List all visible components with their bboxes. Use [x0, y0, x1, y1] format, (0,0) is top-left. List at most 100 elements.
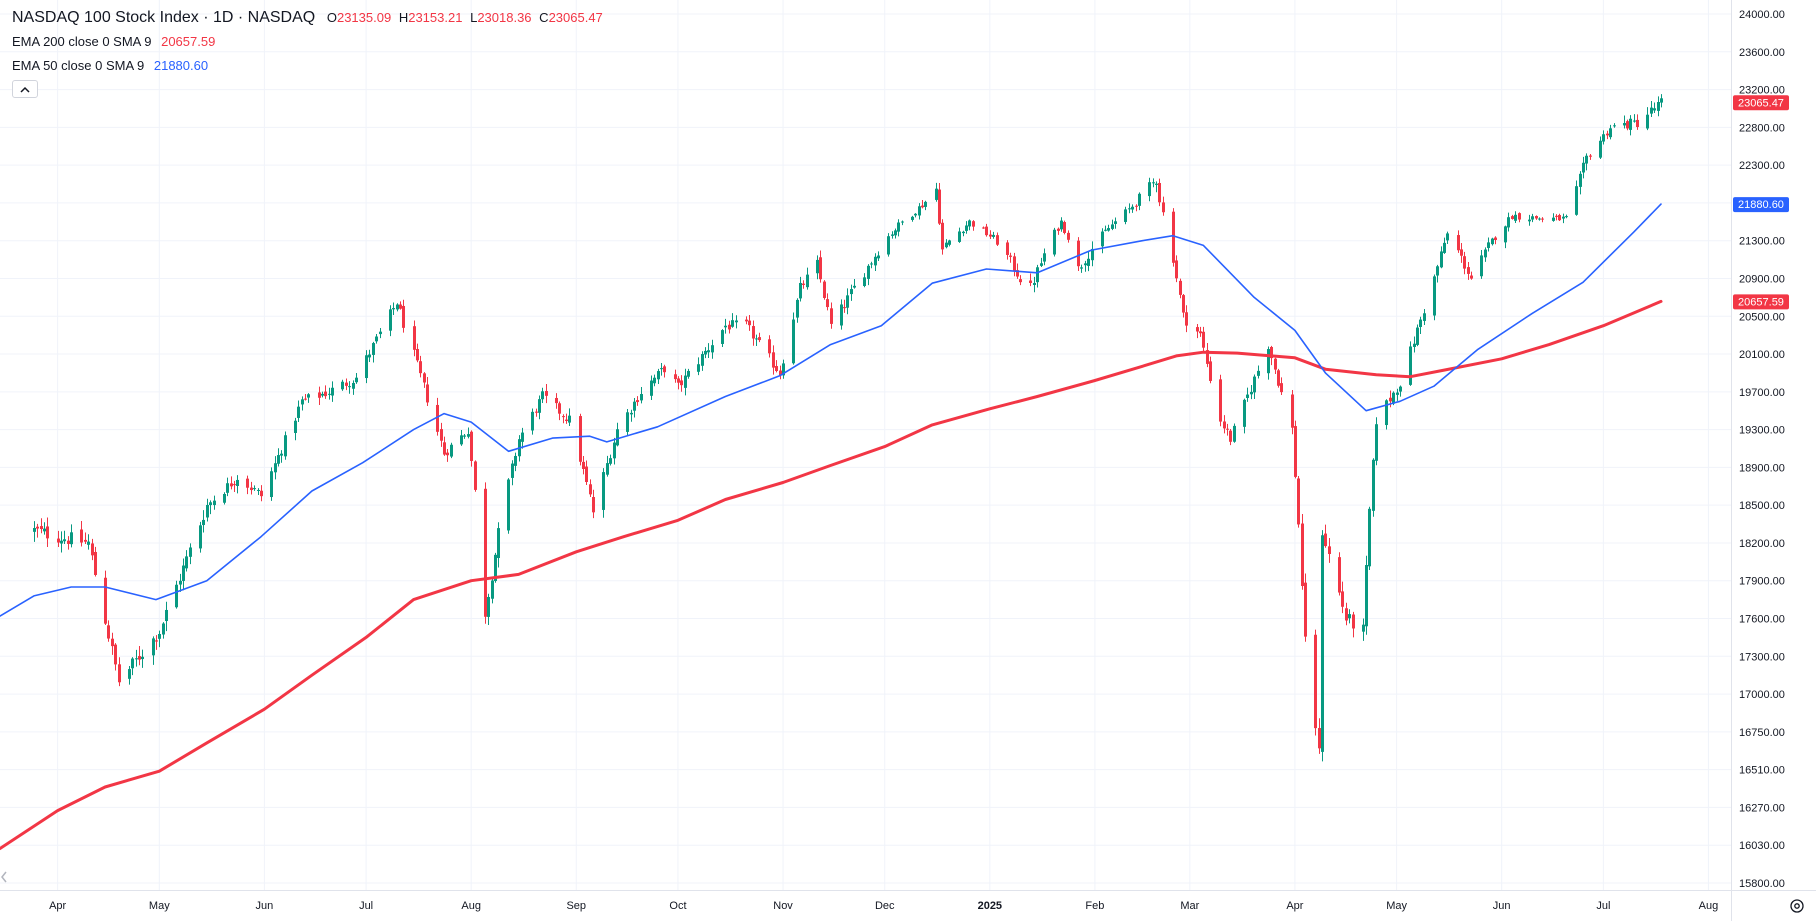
candle-up [162, 623, 165, 635]
scroll-left-button[interactable] [0, 867, 8, 891]
candle-up [352, 382, 355, 389]
gear-icon [1790, 899, 1804, 913]
candle-down [1067, 232, 1070, 240]
time-axis-label: 2025 [978, 900, 1002, 912]
candle-down [57, 538, 60, 543]
candle-up [891, 234, 894, 236]
candle-up [375, 336, 378, 342]
candle-down [1636, 119, 1639, 128]
time-axis-label: Mar [1180, 900, 1199, 912]
candle-down [304, 398, 307, 400]
candle-down [1457, 235, 1460, 251]
symbol-title[interactable]: NASDAQ 100 Stock Index · 1D · NASDAQ [12, 9, 316, 26]
candle-down [1029, 280, 1032, 283]
candle-up [1653, 108, 1656, 111]
candle-up [1565, 216, 1568, 218]
candle-up [1040, 263, 1043, 266]
candle-up [1585, 155, 1588, 164]
candle-down [260, 490, 263, 497]
candle-down [1324, 533, 1327, 547]
candle-down [423, 373, 426, 383]
candle-down [585, 466, 588, 483]
price-axis-label: 18500.00 [1739, 500, 1785, 512]
candle-up [1080, 267, 1083, 269]
candle-up [894, 230, 897, 236]
candle-up [1362, 624, 1365, 632]
candle-up [1413, 343, 1416, 347]
legend-collapse-button[interactable] [12, 80, 38, 98]
candle-up [368, 354, 371, 358]
candle-down [674, 374, 677, 380]
candle-up [870, 263, 873, 265]
candle-up [1629, 118, 1632, 130]
candle-up [1599, 140, 1602, 158]
candle-up [962, 231, 965, 234]
candle-up [707, 350, 710, 353]
candle-up [307, 394, 310, 398]
candle-up [70, 532, 73, 545]
candle-up [321, 393, 324, 396]
candle-down [155, 640, 158, 642]
candle-up [1131, 206, 1134, 210]
candle-down [1209, 361, 1212, 381]
price-axis-label: 21300.00 [1739, 236, 1785, 248]
candle-down [1158, 182, 1161, 203]
candle-up [348, 386, 351, 388]
candle-down [1175, 260, 1178, 279]
candle-up [60, 540, 63, 544]
candle-up [531, 411, 534, 431]
candle-up [463, 435, 466, 437]
candle-down [104, 577, 107, 624]
candle-up [1396, 392, 1399, 395]
candle-up [1036, 267, 1039, 283]
candle-up [541, 391, 544, 400]
candle-up [277, 455, 280, 464]
price-axis-label: 18200.00 [1739, 538, 1785, 550]
candle-up [1087, 258, 1090, 266]
candle-down [1219, 379, 1222, 422]
scale-settings-button[interactable] [1788, 897, 1806, 915]
candle-up [1480, 255, 1483, 277]
price-axis-label: 19300.00 [1739, 425, 1785, 437]
candle-up [179, 580, 182, 585]
price-axis-label: 23600.00 [1739, 47, 1785, 59]
candle-up [497, 528, 500, 558]
candle-up [697, 364, 700, 372]
candle-up [948, 240, 951, 245]
candle-up [202, 519, 205, 526]
indicator-ema50-row[interactable]: EMA 50 close 0 SMA 9 21880.60 [12, 54, 607, 78]
candle-up [33, 528, 36, 532]
candle-up [602, 472, 605, 510]
candle-up [1646, 114, 1649, 129]
candle-down [1463, 256, 1466, 269]
time-axis-label: Dec [875, 900, 895, 912]
candle-up [1233, 425, 1236, 442]
candle-up [568, 415, 571, 423]
candle-down [826, 299, 829, 308]
candle-down [1172, 211, 1175, 263]
candle-down [1196, 327, 1199, 332]
candle-down [1328, 546, 1331, 555]
candle-up [341, 381, 344, 390]
high-value: 23153.21 [408, 10, 463, 25]
candle-up [1138, 193, 1141, 206]
indicator-ema200-row[interactable]: EMA 200 close 0 SMA 9 20657.59 [12, 30, 607, 54]
time-axis-label: Apr [1286, 900, 1303, 912]
candle-down [426, 384, 429, 403]
candle-up [1365, 565, 1368, 627]
candle-up [1562, 216, 1565, 219]
candle-up [846, 295, 849, 308]
candle-down [677, 378, 680, 383]
candle-down [1467, 267, 1470, 274]
open-value: 23135.09 [336, 10, 392, 25]
candle-down [1341, 591, 1344, 607]
candle-down [94, 551, 97, 575]
candle-up [616, 429, 619, 446]
candle-up [755, 338, 758, 340]
time-axis-label: Jul [359, 900, 373, 912]
price-axis-label: 17900.00 [1739, 576, 1785, 588]
candle-down [758, 337, 761, 341]
time-axis-label: Jul [1596, 900, 1610, 912]
candle-up [1538, 218, 1541, 220]
